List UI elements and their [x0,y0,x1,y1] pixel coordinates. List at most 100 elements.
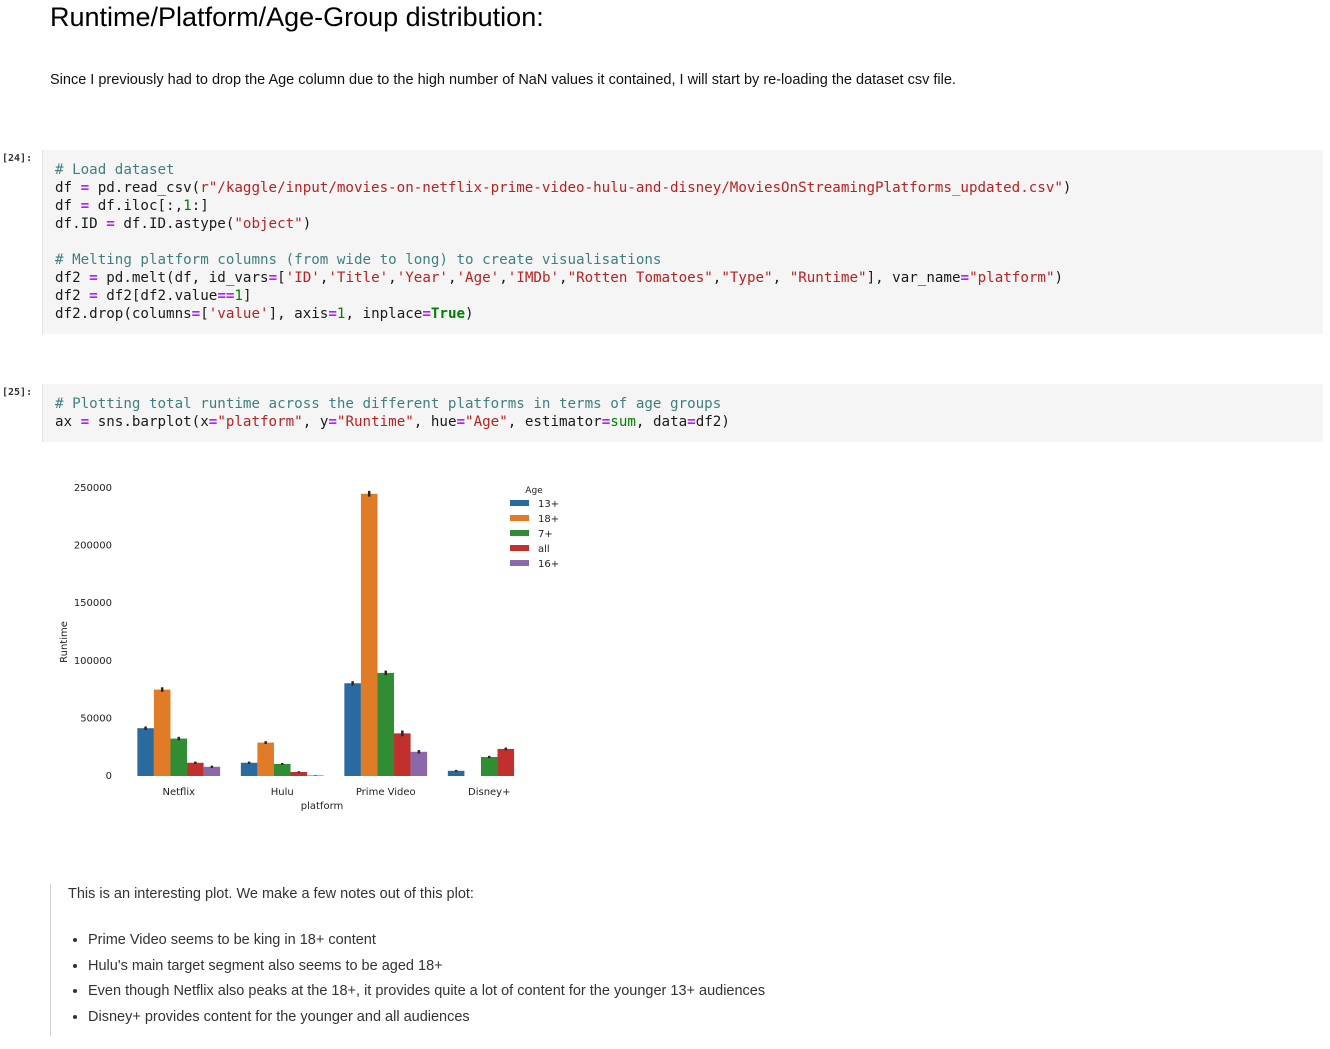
code-token: == [217,288,235,304]
code-token: = [191,306,201,322]
code-token: 'Year' [396,270,448,286]
runtime-barplot: 0 50000 100000 150000 200000 250000 Netflix Hul… [59,483,559,812]
code-token: "platform" [217,414,303,430]
code-token: df [55,198,81,214]
code-token: = [106,216,115,232]
code-token: ) [1062,180,1072,196]
code-token: "Rotten Tomatoes" [567,270,713,286]
code-token: sum [610,414,636,430]
code-token: 1 [234,288,243,304]
bar-7+-Hulu [273,763,291,776]
code-token: = [89,270,98,286]
code-line: ax = sns.barplot(x="platform", y="Runtim… [55,413,1311,431]
code-token: [ [200,306,209,322]
code-line [55,233,1311,251]
x-tick-label: Prime Video [356,787,416,798]
code-token: "Runtime" [336,414,414,430]
code-token: pd.read_csv( [89,180,201,196]
y-tick-label: 50000 [80,713,112,724]
code-line: df2 = df2[df2.value==1] [55,287,1311,305]
bar-13+-Netflix [137,728,154,776]
legend-label: 13+ [538,499,559,510]
bar-7+-Netflix [170,738,188,776]
code-token: df2 [55,288,90,304]
bar-13+-Prime Video [344,683,361,776]
bar-all-Disney+ [497,748,515,776]
code-token: = [422,306,431,322]
bar-7+-Disney+ [480,756,498,776]
x-tick-label: Disney+ [468,787,510,798]
bar-all-Prime Video [394,733,411,776]
code-token: ], var_name [866,270,961,286]
markdown-notes-cell: This is an interesting plot. We make a f… [50,884,1320,1036]
code-token: ) [1054,270,1064,286]
code-token: df.iloc[:, [89,198,184,214]
code-token: = [80,198,90,214]
code-token: = [456,414,466,430]
code-token: = [268,270,278,286]
bar-18+-Prime Video [360,493,378,776]
code-token: r"/kaggle/input/movies-on-netflix-prime-… [200,180,1063,196]
code-token: "Runtime" [789,270,867,286]
code-line: # Plotting total runtime across the diff… [55,395,1311,413]
code-token: "Age" [465,414,508,430]
section-heading: Runtime/Platform/Age-Group distribution: [50,2,544,32]
code-token: df.ID [55,216,107,232]
code-token: 'ID' [285,270,320,286]
code-token: , [772,270,790,286]
code-token: ] [242,288,252,304]
legend-label: 18+ [538,514,559,525]
code-cell-25[interactable]: # Plotting total runtime across the diff… [42,384,1323,442]
code-token: 'value' [208,306,269,322]
code-token: = [328,414,337,430]
code-token: = [208,414,218,430]
code-line: # Load dataset [55,161,1311,179]
code-token: , inplace [345,306,423,322]
code-token: ) [465,306,474,322]
code-token: # Melting platform columns (from wide to… [55,252,662,268]
code-token: = [687,414,696,430]
code-token: , [388,270,397,286]
code-token: df.ID.astype( [114,216,235,232]
x-tick-label: Hulu [271,787,294,798]
code-token: 'Title' [328,270,389,286]
bar-16+-Netflix [203,766,221,776]
code-token: # Plotting total runtime across the diff… [55,396,722,412]
code-token: , estimator [507,414,602,430]
code-token: , [447,270,457,286]
code-token: = [328,306,337,322]
y-tick-label: 100000 [74,656,112,667]
code-token: , [559,270,568,286]
note-bullet: Prime Video seems to be king in 18+ cont… [88,932,1320,948]
code-token: 'Age' [456,270,500,286]
bar-16+-Hulu [307,775,324,776]
code-token: , hue [413,414,457,430]
code-token: , data [635,414,688,430]
y-tick-label: 250000 [74,483,112,494]
y-tick-label: 200000 [74,541,112,552]
notes-list: Prime Video seems to be king in 18+ cont… [68,932,1320,1025]
legend-swatch-18+ [510,515,529,521]
bar-18+-Hulu [257,742,274,776]
code-token: "object" [234,216,303,232]
code-token: ], axis [268,306,329,322]
bar-13+-Hulu [240,762,258,776]
code-cell-24[interactable]: # Load dataset df = pd.read_csv(r"/kaggle… [42,150,1323,334]
cell-prompt-24: [24]: [2,153,33,164]
code-token: = [960,270,970,286]
code-token: True [430,306,466,322]
code-token: sns.barplot(x [89,414,209,430]
code-token: , [499,270,508,286]
code-token: , y [302,414,329,430]
code-token: 'IMDb' [507,270,560,286]
code-token: [ [277,270,286,286]
code-token: df [55,180,81,196]
code-line: df2.drop(columns=['value'], axis=1, inpl… [55,305,1311,323]
code-token: = [80,414,90,430]
code-line: df = df.iloc[:,1:] [55,197,1311,215]
code-token: pd.melt(df, id_vars [97,270,269,286]
code-token: 1 [336,306,346,322]
legend-swatch-all [510,545,529,551]
code-token: = [601,414,611,430]
code-token: = [89,288,98,304]
